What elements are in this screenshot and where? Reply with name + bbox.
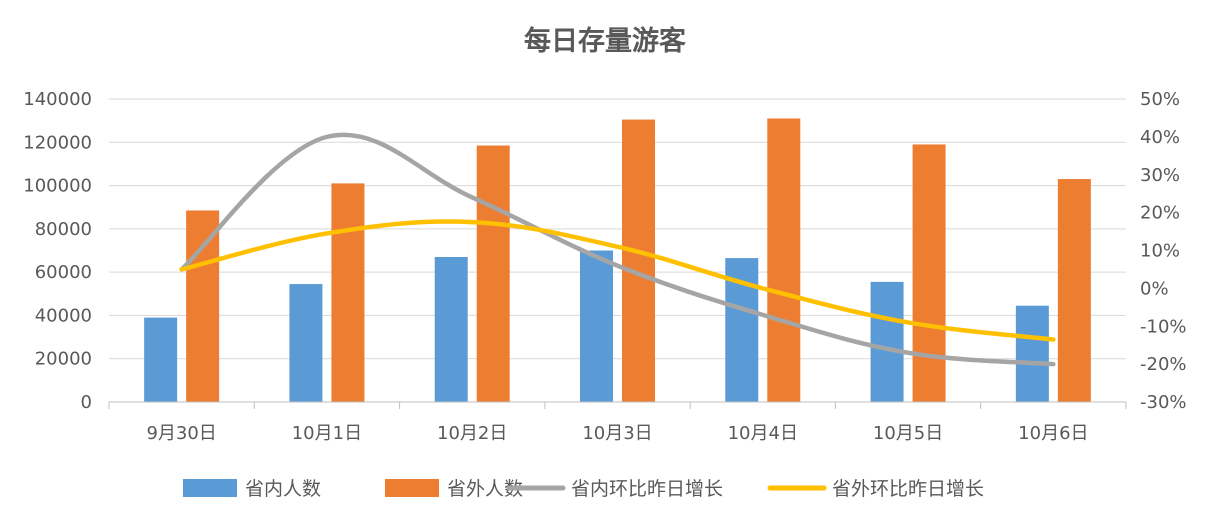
x-category-label: 10月3日 — [582, 423, 652, 444]
x-category-label: 10月2日 — [437, 423, 507, 444]
y2-tick-label: -20% — [1140, 354, 1187, 375]
line-series — [179, 132, 1056, 367]
y2-tick-label: 0% — [1140, 278, 1169, 299]
y2-tick-label: 20% — [1140, 203, 1180, 224]
legend-label: 省外环比昨日增长 — [832, 478, 984, 500]
series-line — [179, 132, 1056, 367]
y2-tick-label: 50% — [1140, 89, 1180, 110]
bar — [186, 210, 220, 402]
y2-tick-label: 10% — [1140, 241, 1180, 262]
y-tick-label: 60000 — [35, 262, 92, 283]
y2-tick-label: -30% — [1140, 392, 1187, 413]
bar — [912, 144, 946, 402]
bar — [476, 145, 510, 402]
right-axis-ticks: -30% -20% -10% 0% 10% 20% 30% 40% 50% — [1140, 89, 1187, 413]
y-tick-label: 20000 — [35, 349, 92, 370]
y-tick-label: 40000 — [35, 305, 92, 326]
chart-title: 每日存量游客 — [524, 25, 687, 57]
legend-label: 省内环比昨日增长 — [571, 478, 723, 500]
y-tick-label: 140000 — [23, 89, 92, 110]
x-category-label: 10月6日 — [1018, 423, 1088, 444]
y2-tick-label: -10% — [1140, 316, 1187, 337]
bar — [1015, 305, 1049, 402]
bar — [331, 183, 365, 402]
legend-label: 省外人数 — [447, 478, 523, 500]
x-axis: 9月30日 10月1日 10月2日 10月3日 10月4日 10月5日 10月6日 — [108, 401, 1127, 444]
bar — [870, 281, 904, 402]
legend-swatch — [385, 479, 439, 497]
series-line — [179, 219, 1056, 342]
bar — [1057, 179, 1091, 402]
bar — [622, 119, 655, 402]
gridlines — [109, 98, 1126, 360]
y-tick-label: 100000 — [23, 176, 92, 197]
x-category-label: 10月4日 — [728, 423, 798, 444]
x-category-label: 9月30日 — [146, 423, 216, 444]
bar — [144, 317, 178, 402]
x-category-label: 10月1日 — [292, 423, 362, 444]
bar — [767, 118, 801, 402]
bar-series — [144, 118, 1091, 402]
bar — [289, 284, 323, 402]
y2-tick-label: 30% — [1140, 165, 1180, 186]
bar — [580, 250, 613, 402]
y2-tick-label: 40% — [1140, 127, 1180, 148]
legend-swatch — [183, 479, 237, 497]
y-tick-label: 120000 — [23, 132, 92, 153]
y-tick-label: 80000 — [35, 219, 92, 240]
bar — [434, 256, 468, 402]
left-axis-ticks: 0 20000 40000 60000 80000 100000 120000 140000 — [23, 89, 92, 413]
legend-label: 省内人数 — [245, 478, 321, 500]
y-tick-label: 0 — [81, 392, 92, 413]
x-category-label: 10月5日 — [873, 423, 943, 444]
legend: 省内人数 省外人数 省内环比昨日增长 省外环比昨日增长 — [183, 478, 984, 500]
